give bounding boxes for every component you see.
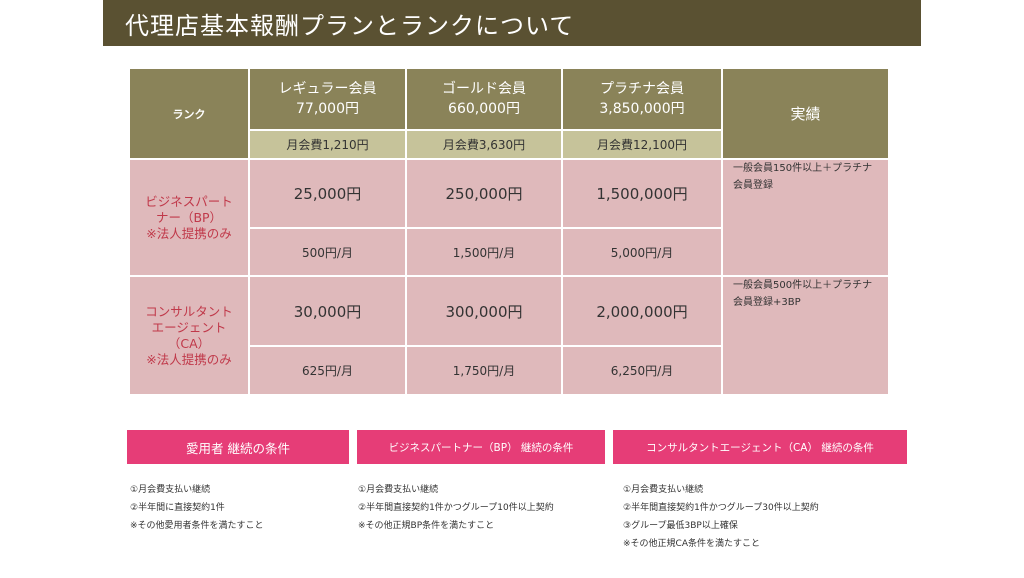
monthly-fee-cell: 月会費12,100円 <box>562 130 722 159</box>
condition-item: ①月会費支払い継続 <box>358 485 439 495</box>
reward-cell: 25,000円 <box>249 159 406 228</box>
reward-value: 30,000円 <box>293 302 362 321</box>
row-name-note: ※法人提携のみ <box>146 225 232 241</box>
monthly-reward-value: 5,000円/月 <box>610 245 674 260</box>
reward-value: 25,000円 <box>293 185 362 203</box>
monthly-reward-cell: 625円/月 <box>249 346 406 395</box>
condition-header-user: 愛用者 継続の条件 <box>127 430 349 464</box>
condition-header-text: 愛用者 継続の条件 <box>186 440 290 456</box>
jisseki-header: 実績 <box>790 105 821 123</box>
column-header-platinum: プラチナ会員 3,850,000円 <box>562 68 722 130</box>
rank-header-cell: ランク <box>129 68 249 159</box>
row-name-line: ビジネスパート <box>145 193 233 209</box>
condition-item: ②半年間直接契約1件かつグループ10件以上契約 <box>358 503 554 513</box>
condition-item: ②半年間に直接契約1件 <box>130 503 225 513</box>
condition-item: ※その他正規BP条件を満たすこと <box>358 521 495 531</box>
column-price: 77,000円 <box>296 101 359 117</box>
condition-item: ※その他愛用者条件を満たすこと <box>130 521 264 531</box>
reward-value: 250,000円 <box>445 185 523 203</box>
row-name-line: エージェント <box>151 319 227 335</box>
monthly-reward-cell: 6,250円/月 <box>562 346 722 395</box>
reward-value: 2,000,000円 <box>596 302 688 321</box>
reward-cell: 1,500,000円 <box>562 159 722 228</box>
monthly-fee-cell: 月会費1,210円 <box>249 130 406 159</box>
monthly-reward-value: 1,500円/月 <box>452 245 516 260</box>
monthly-reward-cell: 500円/月 <box>249 228 406 276</box>
monthly-fee: 月会費3,630円 <box>442 138 526 152</box>
condition-item: ①月会費支払い継続 <box>623 485 704 495</box>
condition-list-user: ①月会費支払い継続 ②半年間に直接契約1件 ※その他愛用者条件を満たすこと <box>130 481 264 535</box>
condition-item: ①月会費支払い継続 <box>130 485 211 495</box>
title-bar: 代理店基本報酬プランとランクについて <box>103 0 921 46</box>
row-name-line: ナー（BP） <box>155 209 223 225</box>
condition-header-bp: ビジネスパートナー（BP） 継続の条件 <box>357 430 605 464</box>
reward-value: 1,500,000円 <box>596 185 688 203</box>
monthly-reward-value: 625円/月 <box>302 364 353 378</box>
column-header-regular: レギュラー会員 77,000円 <box>249 68 406 130</box>
condition-header-text: コンサルタントエージェント（CA） 継続の条件 <box>646 441 874 454</box>
reward-cell: 2,000,000円 <box>562 276 722 346</box>
monthly-reward-value: 500円/月 <box>302 245 353 260</box>
monthly-reward-cell: 1,750円/月 <box>406 346 562 395</box>
performance-line: 会員登録 <box>733 180 773 191</box>
column-name: レギュラー会員 <box>278 81 377 97</box>
column-name: ゴールド会員 <box>442 81 526 97</box>
jisseki-header-cell: 実績 <box>722 68 889 159</box>
condition-list-ca: ①月会費支払い継続 ②半年間直接契約1件かつグループ30件以上契約 ③グループ最… <box>623 481 819 553</box>
reward-value: 300,000円 <box>445 302 523 321</box>
monthly-fee: 月会費1,210円 <box>286 138 369 152</box>
page-title: 代理店基本報酬プランとランクについて <box>125 12 575 40</box>
performance-cell-ca: 一般会員500件以上＋プラチナ 会員登録+3BP <box>722 276 889 395</box>
performance-line: 一般会員150件以上＋プラチナ <box>733 163 873 174</box>
column-price: 3,850,000円 <box>599 101 685 117</box>
row-label-bp: ビジネスパート ナー（BP） ※法人提携のみ <box>129 159 249 276</box>
condition-item: ③グループ最低3BP以上確保 <box>623 521 738 531</box>
performance-line: 会員登録+3BP <box>733 297 801 308</box>
monthly-fee: 月会費12,100円 <box>597 138 687 152</box>
monthly-reward-cell: 5,000円/月 <box>562 228 722 276</box>
performance-line: 一般会員500件以上＋プラチナ <box>733 280 873 291</box>
row-label-ca: コンサルタント エージェント （CA） ※法人提携のみ <box>129 276 249 395</box>
condition-header-text: ビジネスパートナー（BP） 継続の条件 <box>388 441 574 454</box>
monthly-fee-cell: 月会費3,630円 <box>406 130 562 159</box>
plan-table: ランク レギュラー会員 77,000円 ゴールド会員 660,000円 プラチナ… <box>129 68 889 395</box>
column-header-gold: ゴールド会員 660,000円 <box>406 68 562 130</box>
condition-item: ②半年間直接契約1件かつグループ30件以上契約 <box>623 503 819 513</box>
condition-item: ※その他正規CA条件を満たすこと <box>623 539 760 549</box>
reward-cell: 300,000円 <box>406 276 562 346</box>
row-name-line: コンサルタント <box>145 303 233 319</box>
row-name-line: （CA） <box>167 335 211 351</box>
condition-header-ca: コンサルタントエージェント（CA） 継続の条件 <box>613 430 907 464</box>
reward-cell: 250,000円 <box>406 159 562 228</box>
monthly-reward-value: 6,250円/月 <box>610 364 674 378</box>
monthly-reward-cell: 1,500円/月 <box>406 228 562 276</box>
monthly-reward-value: 1,750円/月 <box>452 364 516 378</box>
rank-header: ランク <box>172 107 206 121</box>
column-price: 660,000円 <box>448 101 520 117</box>
performance-cell-bp: 一般会員150件以上＋プラチナ 会員登録 <box>722 159 889 276</box>
row-name-note: ※法人提携のみ <box>146 351 232 367</box>
condition-list-bp: ①月会費支払い継続 ②半年間直接契約1件かつグループ10件以上契約 ※その他正規… <box>358 481 554 535</box>
column-name: プラチナ会員 <box>600 81 684 97</box>
reward-cell: 30,000円 <box>249 276 406 346</box>
